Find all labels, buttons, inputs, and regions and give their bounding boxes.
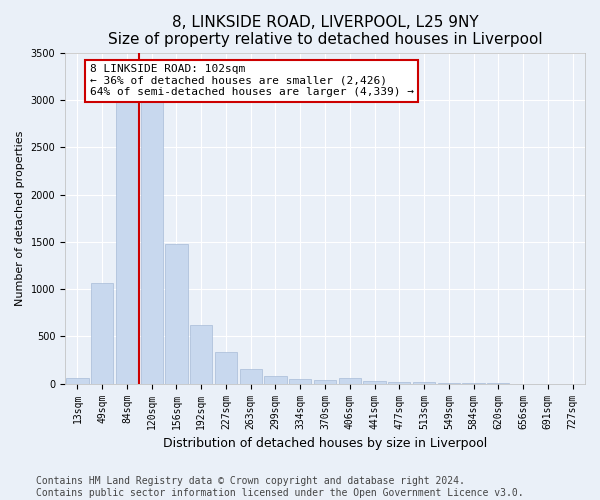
Bar xyxy=(239,368,262,384)
Bar xyxy=(116,98,138,384)
Bar xyxy=(265,376,287,384)
Bar xyxy=(91,284,113,384)
X-axis label: Distribution of detached houses by size in Liverpool: Distribution of detached houses by size … xyxy=(163,437,487,450)
Title: 8, LINKSIDE ROAD, LIVERPOOL, L25 9NY
Size of property relative to detached house: 8, LINKSIDE ROAD, LIVERPOOL, L25 9NY Siz… xyxy=(108,15,542,48)
Bar xyxy=(338,378,361,384)
Bar xyxy=(413,382,435,384)
Bar xyxy=(314,380,336,384)
Bar xyxy=(215,352,237,384)
Bar xyxy=(437,382,460,384)
Bar xyxy=(289,379,311,384)
Bar xyxy=(190,325,212,384)
Bar xyxy=(364,382,386,384)
Y-axis label: Number of detached properties: Number of detached properties xyxy=(15,130,25,306)
Text: Contains HM Land Registry data © Crown copyright and database right 2024.
Contai: Contains HM Land Registry data © Crown c… xyxy=(36,476,524,498)
Bar xyxy=(66,378,89,384)
Bar xyxy=(140,98,163,384)
Bar xyxy=(388,382,410,384)
Bar xyxy=(166,244,188,384)
Text: 8 LINKSIDE ROAD: 102sqm
← 36% of detached houses are smaller (2,426)
64% of semi: 8 LINKSIDE ROAD: 102sqm ← 36% of detache… xyxy=(90,64,414,98)
